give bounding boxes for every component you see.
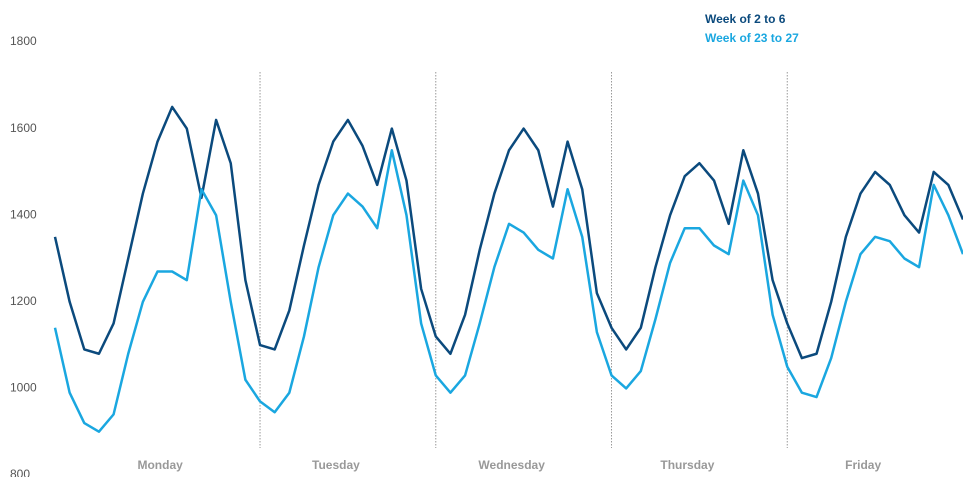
series-line [53, 149, 963, 433]
y-tick-label: 800 [10, 467, 30, 477]
legend-label: Week of 2 to 6 [705, 12, 786, 26]
y-tick-label: 1400 [10, 207, 37, 221]
y-tick-label: 1600 [10, 121, 37, 135]
x-tick-label: Friday [845, 458, 881, 472]
x-tick-label: Monday [137, 458, 183, 472]
legend-label: Week of 23 to 27 [705, 31, 799, 45]
y-tick-label: 1000 [10, 381, 37, 395]
y-tick-label: 1200 [10, 294, 37, 308]
y-tick-label: 1800 [10, 34, 37, 48]
x-tick-label: Tuesday [312, 458, 360, 472]
x-tick-label: Thursday [660, 458, 714, 472]
x-tick-label: Wednesday [478, 458, 545, 472]
series-line [53, 105, 963, 360]
